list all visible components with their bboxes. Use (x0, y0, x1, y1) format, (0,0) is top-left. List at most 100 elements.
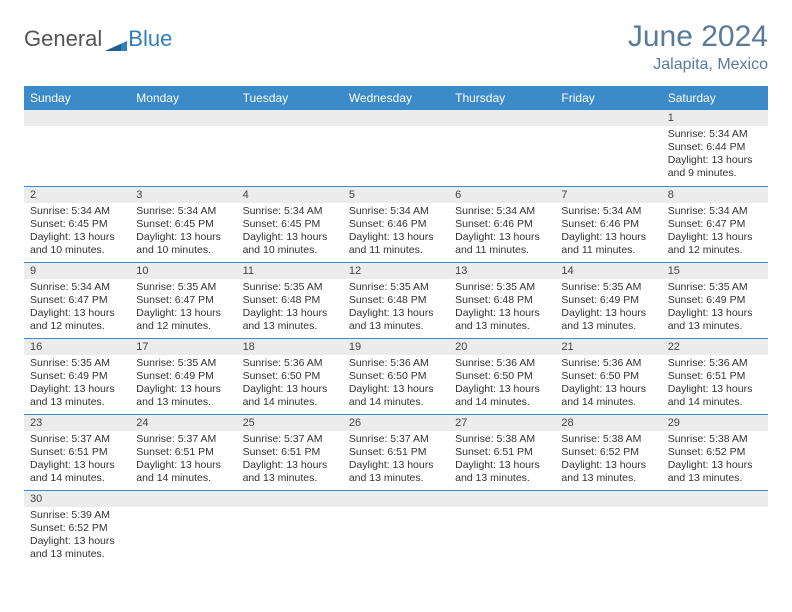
daylight-text: Daylight: 13 hours and 14 minutes. (30, 459, 124, 485)
page-header: General Blue June 2024 Jalapita, Mexico (24, 20, 768, 74)
day-details: Sunrise: 5:36 AMSunset: 6:50 PMDaylight:… (343, 355, 449, 414)
daylight-text: Daylight: 13 hours and 13 minutes. (243, 459, 337, 485)
daylight-text: Daylight: 13 hours and 14 minutes. (136, 459, 230, 485)
calendar-day-cell: 29Sunrise: 5:38 AMSunset: 6:52 PMDayligh… (662, 414, 768, 490)
daylight-text: Daylight: 13 hours and 13 minutes. (668, 307, 762, 333)
title-block: June 2024 Jalapita, Mexico (628, 20, 768, 74)
calendar-day-cell (555, 110, 661, 186)
daylight-text: Daylight: 13 hours and 10 minutes. (136, 231, 230, 257)
sunset-text: Sunset: 6:46 PM (455, 218, 549, 231)
calendar-day-cell: 17Sunrise: 5:35 AMSunset: 6:49 PMDayligh… (130, 338, 236, 414)
sunset-text: Sunset: 6:50 PM (349, 370, 443, 383)
day-details: Sunrise: 5:34 AMSunset: 6:45 PMDaylight:… (24, 203, 130, 262)
sunrise-text: Sunrise: 5:34 AM (30, 205, 124, 218)
day-details: Sunrise: 5:35 AMSunset: 6:49 PMDaylight:… (24, 355, 130, 414)
sunrise-text: Sunrise: 5:39 AM (30, 509, 124, 522)
day-number: 24 (130, 415, 236, 431)
day-details: Sunrise: 5:36 AMSunset: 6:50 PMDaylight:… (237, 355, 343, 414)
daylight-text: Daylight: 13 hours and 13 minutes. (455, 307, 549, 333)
day-number: 10 (130, 263, 236, 279)
daylight-text: Daylight: 13 hours and 14 minutes. (243, 383, 337, 409)
daylight-text: Daylight: 13 hours and 13 minutes. (561, 307, 655, 333)
daylight-text: Daylight: 13 hours and 13 minutes. (349, 459, 443, 485)
day-number: 29 (662, 415, 768, 431)
sunset-text: Sunset: 6:45 PM (30, 218, 124, 231)
daylight-text: Daylight: 13 hours and 9 minutes. (668, 154, 762, 180)
day-number (343, 491, 449, 507)
day-details: Sunrise: 5:35 AMSunset: 6:47 PMDaylight:… (130, 279, 236, 338)
day-number: 23 (24, 415, 130, 431)
daylight-text: Daylight: 13 hours and 13 minutes. (561, 459, 655, 485)
calendar-day-cell: 2Sunrise: 5:34 AMSunset: 6:45 PMDaylight… (24, 186, 130, 262)
daylight-text: Daylight: 13 hours and 10 minutes. (30, 231, 124, 257)
weekday-header: Sunday (24, 86, 130, 110)
sunset-text: Sunset: 6:49 PM (136, 370, 230, 383)
daylight-text: Daylight: 13 hours and 13 minutes. (243, 307, 337, 333)
weekday-header: Tuesday (237, 86, 343, 110)
calendar-day-cell (343, 110, 449, 186)
sunrise-text: Sunrise: 5:36 AM (243, 357, 337, 370)
daylight-text: Daylight: 13 hours and 14 minutes. (349, 383, 443, 409)
weekday-header: Friday (555, 86, 661, 110)
calendar-day-cell: 4Sunrise: 5:34 AMSunset: 6:45 PMDaylight… (237, 186, 343, 262)
sunset-text: Sunset: 6:48 PM (243, 294, 337, 307)
day-number (130, 491, 236, 507)
daylight-text: Daylight: 13 hours and 14 minutes. (668, 383, 762, 409)
logo-text-2: Blue (128, 26, 172, 52)
calendar-body: 1Sunrise: 5:34 AMSunset: 6:44 PMDaylight… (24, 110, 768, 566)
day-details: Sunrise: 5:37 AMSunset: 6:51 PMDaylight:… (130, 431, 236, 490)
calendar-week-row: 23Sunrise: 5:37 AMSunset: 6:51 PMDayligh… (24, 414, 768, 490)
sunrise-text: Sunrise: 5:38 AM (561, 433, 655, 446)
daylight-text: Daylight: 13 hours and 13 minutes. (30, 383, 124, 409)
day-details: Sunrise: 5:34 AMSunset: 6:46 PMDaylight:… (555, 203, 661, 262)
calendar-day-cell: 11Sunrise: 5:35 AMSunset: 6:48 PMDayligh… (237, 262, 343, 338)
sunset-text: Sunset: 6:46 PM (561, 218, 655, 231)
calendar-week-row: 16Sunrise: 5:35 AMSunset: 6:49 PMDayligh… (24, 338, 768, 414)
calendar-day-cell (130, 110, 236, 186)
calendar-day-cell: 26Sunrise: 5:37 AMSunset: 6:51 PMDayligh… (343, 414, 449, 490)
day-details: Sunrise: 5:34 AMSunset: 6:44 PMDaylight:… (662, 126, 768, 185)
day-number: 13 (449, 263, 555, 279)
sunset-text: Sunset: 6:51 PM (455, 446, 549, 459)
sunset-text: Sunset: 6:49 PM (30, 370, 124, 383)
day-details: Sunrise: 5:35 AMSunset: 6:48 PMDaylight:… (449, 279, 555, 338)
day-number: 2 (24, 187, 130, 203)
daylight-text: Daylight: 13 hours and 12 minutes. (136, 307, 230, 333)
daylight-text: Daylight: 13 hours and 13 minutes. (455, 459, 549, 485)
calendar-day-cell (130, 490, 236, 566)
sunrise-text: Sunrise: 5:36 AM (561, 357, 655, 370)
month-title: June 2024 (628, 20, 768, 54)
calendar-day-cell: 28Sunrise: 5:38 AMSunset: 6:52 PMDayligh… (555, 414, 661, 490)
day-number (237, 110, 343, 126)
day-number: 27 (449, 415, 555, 431)
calendar-day-cell: 22Sunrise: 5:36 AMSunset: 6:51 PMDayligh… (662, 338, 768, 414)
sunrise-text: Sunrise: 5:34 AM (668, 128, 762, 141)
sunrise-text: Sunrise: 5:37 AM (243, 433, 337, 446)
sunset-text: Sunset: 6:49 PM (561, 294, 655, 307)
calendar-day-cell: 24Sunrise: 5:37 AMSunset: 6:51 PMDayligh… (130, 414, 236, 490)
sunset-text: Sunset: 6:51 PM (30, 446, 124, 459)
sunset-text: Sunset: 6:44 PM (668, 141, 762, 154)
sunset-text: Sunset: 6:47 PM (668, 218, 762, 231)
daylight-text: Daylight: 13 hours and 12 minutes. (668, 231, 762, 257)
day-details: Sunrise: 5:38 AMSunset: 6:52 PMDaylight:… (662, 431, 768, 490)
daylight-text: Daylight: 13 hours and 11 minutes. (455, 231, 549, 257)
day-number: 28 (555, 415, 661, 431)
day-number: 12 (343, 263, 449, 279)
weekday-header: Wednesday (343, 86, 449, 110)
calendar-day-cell: 12Sunrise: 5:35 AMSunset: 6:48 PMDayligh… (343, 262, 449, 338)
day-number: 20 (449, 339, 555, 355)
sunset-text: Sunset: 6:45 PM (136, 218, 230, 231)
sunset-text: Sunset: 6:47 PM (30, 294, 124, 307)
sunrise-text: Sunrise: 5:36 AM (455, 357, 549, 370)
day-details: Sunrise: 5:35 AMSunset: 6:48 PMDaylight:… (237, 279, 343, 338)
day-number: 5 (343, 187, 449, 203)
daylight-text: Daylight: 13 hours and 13 minutes. (349, 307, 443, 333)
sunrise-text: Sunrise: 5:37 AM (349, 433, 443, 446)
calendar-week-row: 2Sunrise: 5:34 AMSunset: 6:45 PMDaylight… (24, 186, 768, 262)
logo-flag-icon (105, 31, 127, 47)
calendar-day-cell (343, 490, 449, 566)
day-number: 7 (555, 187, 661, 203)
calendar-day-cell: 3Sunrise: 5:34 AMSunset: 6:45 PMDaylight… (130, 186, 236, 262)
calendar-day-cell: 27Sunrise: 5:38 AMSunset: 6:51 PMDayligh… (449, 414, 555, 490)
